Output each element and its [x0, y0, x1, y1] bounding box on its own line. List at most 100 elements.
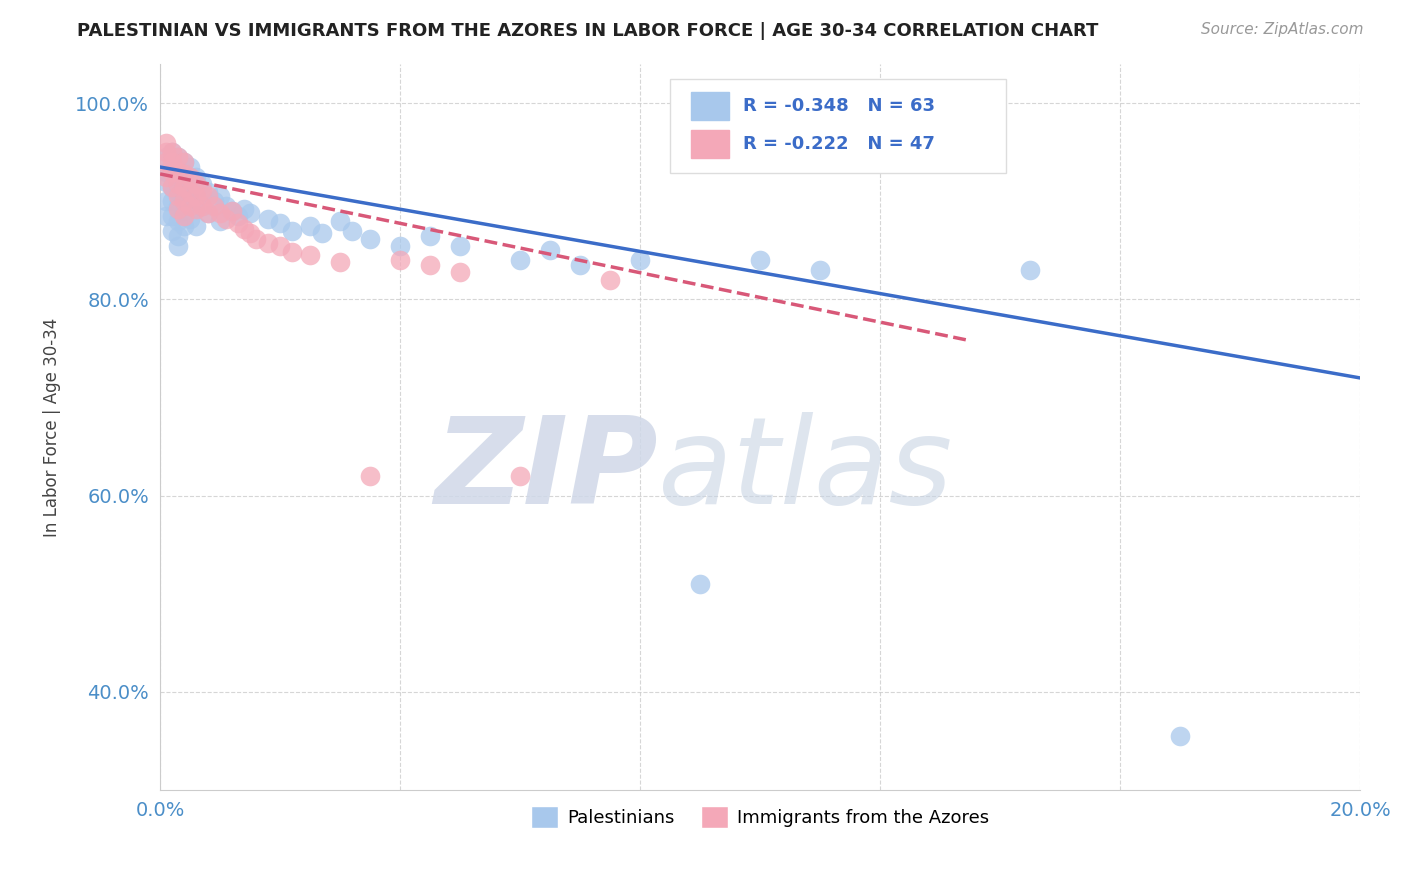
Point [173, 155, 195, 169]
Point [184, 189, 207, 203]
Point [184, 177, 207, 191]
Point [160, 145, 183, 160]
Point [257, 235, 280, 250]
Point [167, 228, 190, 243]
Point [167, 238, 190, 252]
Point [569, 258, 592, 272]
Point [160, 165, 183, 179]
Point [167, 150, 190, 164]
Point [179, 199, 201, 213]
Point [419, 258, 441, 272]
Point [689, 577, 711, 591]
Point [155, 155, 177, 169]
Point [340, 224, 363, 238]
Point [155, 165, 177, 179]
Legend: Palestinians, Immigrants from the Azores: Palestinians, Immigrants from the Azores [523, 799, 997, 835]
Point [155, 150, 177, 164]
Point [160, 179, 183, 194]
Point [215, 212, 238, 227]
Point [179, 160, 201, 174]
Point [155, 169, 177, 184]
Point [167, 199, 190, 213]
Point [191, 183, 214, 197]
Point [160, 194, 183, 209]
Point [155, 194, 177, 209]
Point [239, 206, 262, 220]
Point [173, 209, 195, 223]
Text: PALESTINIAN VS IMMIGRANTS FROM THE AZORES IN LABOR FORCE | AGE 30-34 CORRELATION: PALESTINIAN VS IMMIGRANTS FROM THE AZORE… [77, 22, 1098, 40]
Point [449, 238, 471, 252]
Point [209, 206, 232, 220]
Point [173, 194, 195, 209]
Point [155, 175, 177, 189]
Point [160, 224, 183, 238]
Point [167, 185, 190, 199]
Point [281, 224, 304, 238]
Text: atlas: atlas [658, 412, 953, 529]
Point [269, 238, 291, 252]
Point [233, 202, 256, 217]
Point [509, 469, 531, 483]
Point [202, 194, 225, 209]
Point [1168, 729, 1191, 743]
Point [191, 199, 214, 213]
Point [389, 253, 412, 268]
Point [197, 206, 219, 220]
Point [167, 169, 190, 184]
Point [226, 209, 249, 223]
Point [419, 228, 441, 243]
FancyBboxPatch shape [671, 78, 1007, 173]
Point [311, 226, 333, 240]
Y-axis label: In Labor Force | Age 30-34: In Labor Force | Age 30-34 [44, 318, 60, 537]
Point [167, 165, 190, 179]
Point [167, 177, 190, 191]
Point [173, 219, 195, 233]
Point [359, 469, 381, 483]
Point [221, 204, 243, 219]
Point [160, 179, 183, 194]
Point [329, 214, 352, 228]
Point [226, 216, 249, 230]
Point [179, 194, 201, 209]
Point [749, 253, 772, 268]
Text: R = -0.222   N = 47: R = -0.222 N = 47 [744, 135, 935, 153]
Point [173, 179, 195, 194]
Point [173, 175, 195, 189]
Point [209, 189, 232, 203]
Point [184, 219, 207, 233]
Point [155, 136, 177, 150]
Point [221, 204, 243, 219]
Point [281, 245, 304, 260]
Bar [690, 93, 728, 120]
Point [389, 238, 412, 252]
Point [155, 209, 177, 223]
Point [184, 186, 207, 201]
Point [184, 201, 207, 215]
Point [299, 248, 322, 262]
Point [191, 199, 214, 213]
Point [1019, 263, 1042, 277]
Point [197, 185, 219, 199]
Text: R = -0.348   N = 63: R = -0.348 N = 63 [744, 97, 935, 115]
Point [155, 145, 177, 160]
Point [299, 219, 322, 233]
Point [359, 232, 381, 246]
Point [179, 212, 201, 227]
Point [167, 202, 190, 217]
Point [257, 212, 280, 227]
Point [173, 204, 195, 219]
Point [209, 214, 232, 228]
Point [184, 169, 207, 184]
Point [449, 265, 471, 279]
Point [167, 214, 190, 228]
Bar [690, 130, 728, 158]
Point [173, 189, 195, 203]
Point [184, 202, 207, 217]
Text: Source: ZipAtlas.com: Source: ZipAtlas.com [1201, 22, 1364, 37]
Point [160, 165, 183, 179]
Point [538, 244, 561, 258]
Point [329, 255, 352, 269]
Point [202, 199, 225, 213]
Point [179, 169, 201, 184]
Point [808, 263, 831, 277]
